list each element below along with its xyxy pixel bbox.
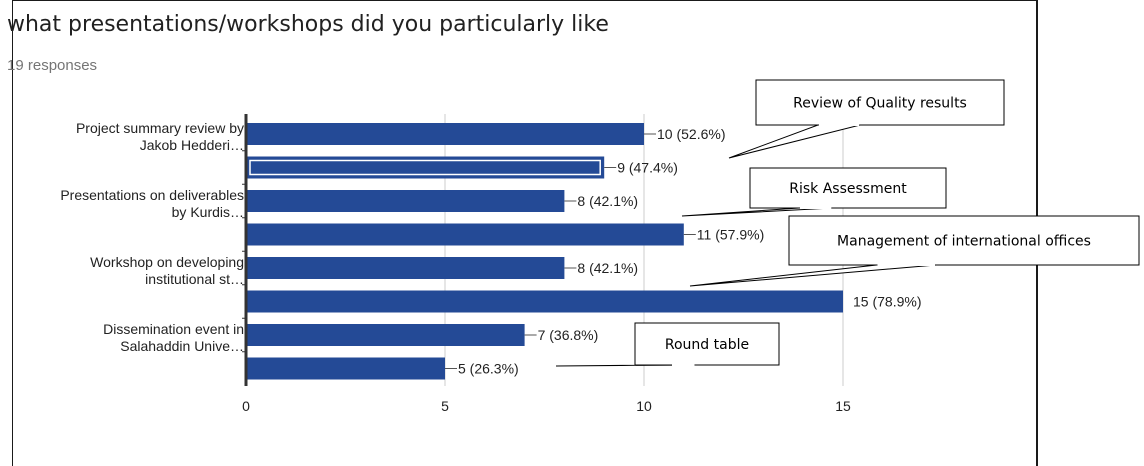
callout-pointer <box>689 264 937 287</box>
question-title: what presentations/workshops did you par… <box>7 12 609 37</box>
category-label: by Kurdis… <box>172 204 244 220</box>
x-tick-label: 10 <box>636 398 652 414</box>
data-label: 8 (42.1%) <box>577 260 638 276</box>
category-label: institutional st… <box>145 271 244 287</box>
callout-box <box>749 167 947 209</box>
callout-text: Review of Quality results <box>793 96 967 112</box>
category-label: Project summary review by <box>76 120 244 136</box>
callout-box <box>788 215 1140 266</box>
bar <box>246 190 565 212</box>
x-tick-label: 0 <box>242 398 250 414</box>
category-label: Workshop on developing <box>90 254 244 270</box>
callout-pointer <box>728 124 861 159</box>
x-tick-label: 15 <box>835 398 851 414</box>
bar <box>246 156 605 179</box>
callout-text: Risk Assessment <box>789 181 907 197</box>
bar <box>246 223 684 246</box>
callout-text: Management of international offices <box>837 234 1091 250</box>
x-tick-label: 5 <box>441 398 449 414</box>
callout-pointer <box>681 207 833 217</box>
category-label: Dissemination event in <box>103 321 244 337</box>
data-label: 8 (42.1%) <box>577 193 638 209</box>
data-label: 5 (26.3%) <box>458 361 519 377</box>
bar <box>246 324 525 346</box>
bar <box>246 290 843 313</box>
bar-highlight-outline <box>249 159 601 176</box>
data-label: 9 (47.4%) <box>617 160 678 176</box>
data-label: 7 (36.8%) <box>538 327 599 343</box>
callout-box <box>634 322 780 366</box>
data-label: 11 (57.9%) <box>697 227 764 243</box>
category-label: Presentations on deliverables <box>60 187 244 203</box>
panel-border-top <box>12 0 1038 1</box>
panel-border-left <box>12 0 13 466</box>
responses-count: 19 responses <box>7 57 98 74</box>
bar <box>246 357 445 380</box>
bar <box>246 257 565 279</box>
category-label: Jakob Hedderi… <box>140 137 244 153</box>
callout-text: Round table <box>665 337 749 353</box>
data-label: 15 (78.9%) <box>853 294 921 310</box>
bar <box>246 123 644 145</box>
data-label: 10 (52.6%) <box>657 126 725 142</box>
category-label: Salahaddin Unive… <box>120 338 244 354</box>
callout-box <box>755 79 1005 126</box>
